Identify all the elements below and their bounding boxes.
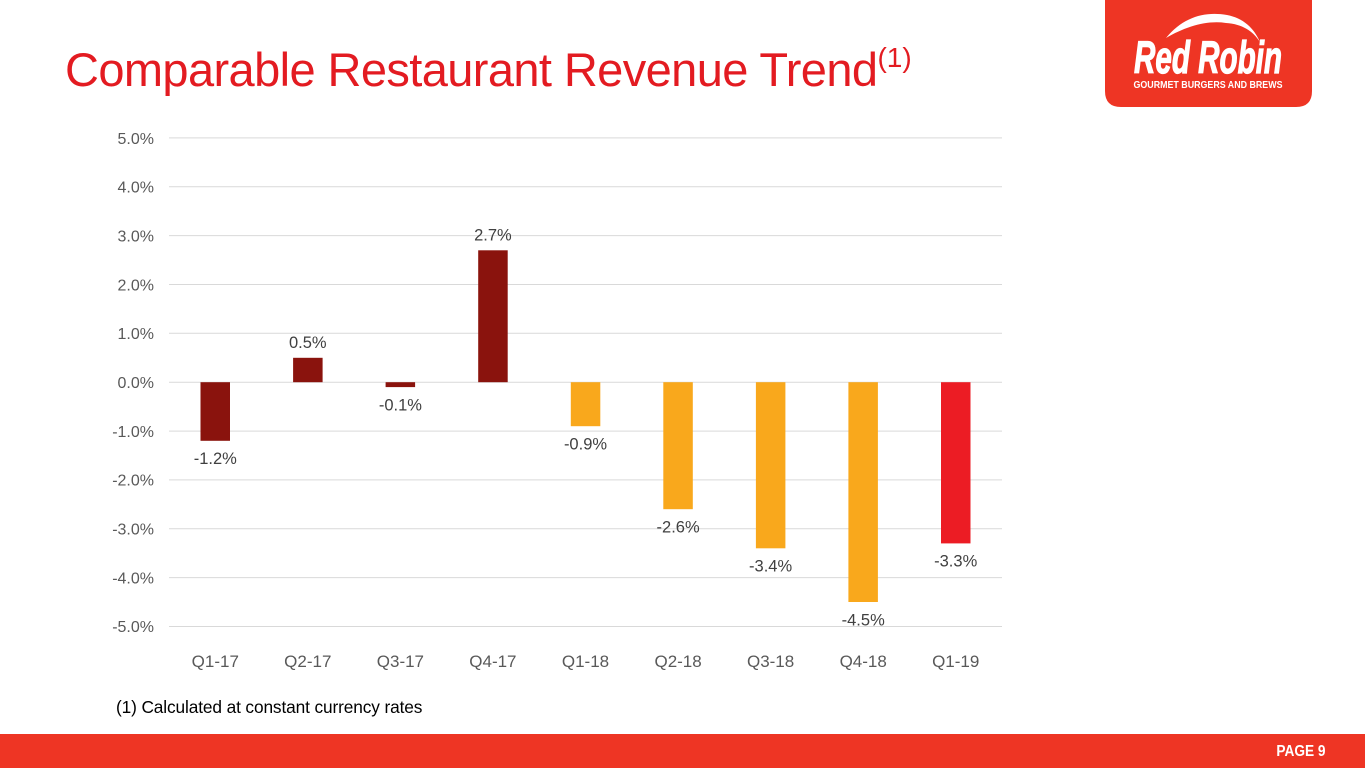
svg-text:-3.0%: -3.0% <box>112 522 154 539</box>
svg-text:0.0%: 0.0% <box>118 375 154 392</box>
svg-text:Q2-18: Q2-18 <box>654 652 701 671</box>
svg-text:Q1-19: Q1-19 <box>932 652 979 671</box>
svg-text:-5.0%: -5.0% <box>112 619 154 636</box>
svg-text:4.0%: 4.0% <box>118 180 154 197</box>
svg-text:-0.1%: -0.1% <box>379 396 422 414</box>
svg-text:-3.3%: -3.3% <box>934 553 977 571</box>
svg-text:-4.5%: -4.5% <box>842 611 885 629</box>
svg-text:3.0%: 3.0% <box>118 228 154 245</box>
svg-text:GOURMET BURGERS AND BREWS: GOURMET BURGERS AND BREWS <box>1134 79 1283 91</box>
svg-text:Q4-17: Q4-17 <box>469 652 516 671</box>
svg-text:-3.4%: -3.4% <box>749 558 792 576</box>
svg-text:Q4-18: Q4-18 <box>840 652 887 671</box>
svg-text:-1.0%: -1.0% <box>112 424 154 441</box>
svg-text:0.5%: 0.5% <box>289 334 327 352</box>
svg-text:Q3-17: Q3-17 <box>377 652 424 671</box>
svg-text:Q2-17: Q2-17 <box>284 652 331 671</box>
svg-text:5.0%: 5.0% <box>118 131 154 148</box>
svg-text:-2.0%: -2.0% <box>112 473 154 490</box>
svg-text:-0.9%: -0.9% <box>564 436 607 454</box>
svg-text:Q1-18: Q1-18 <box>562 652 609 671</box>
svg-text:-2.6%: -2.6% <box>657 519 700 537</box>
svg-text:-1.2%: -1.2% <box>194 450 237 468</box>
svg-text:Red Robin: Red Robin <box>1134 32 1282 83</box>
svg-text:2.7%: 2.7% <box>474 227 512 245</box>
svg-text:Q3-18: Q3-18 <box>747 652 794 671</box>
svg-text:Q1-17: Q1-17 <box>192 652 239 671</box>
svg-text:-4.0%: -4.0% <box>112 570 154 587</box>
svg-text:2.0%: 2.0% <box>118 277 154 294</box>
svg-text:1.0%: 1.0% <box>118 326 154 343</box>
